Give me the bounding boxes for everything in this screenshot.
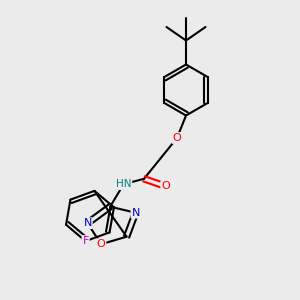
Text: O: O: [161, 181, 170, 191]
Text: N: N: [83, 218, 92, 228]
Text: F: F: [82, 236, 89, 246]
Text: N: N: [131, 208, 140, 218]
Text: O: O: [97, 239, 106, 249]
Text: HN: HN: [116, 179, 131, 189]
Text: O: O: [172, 133, 182, 143]
